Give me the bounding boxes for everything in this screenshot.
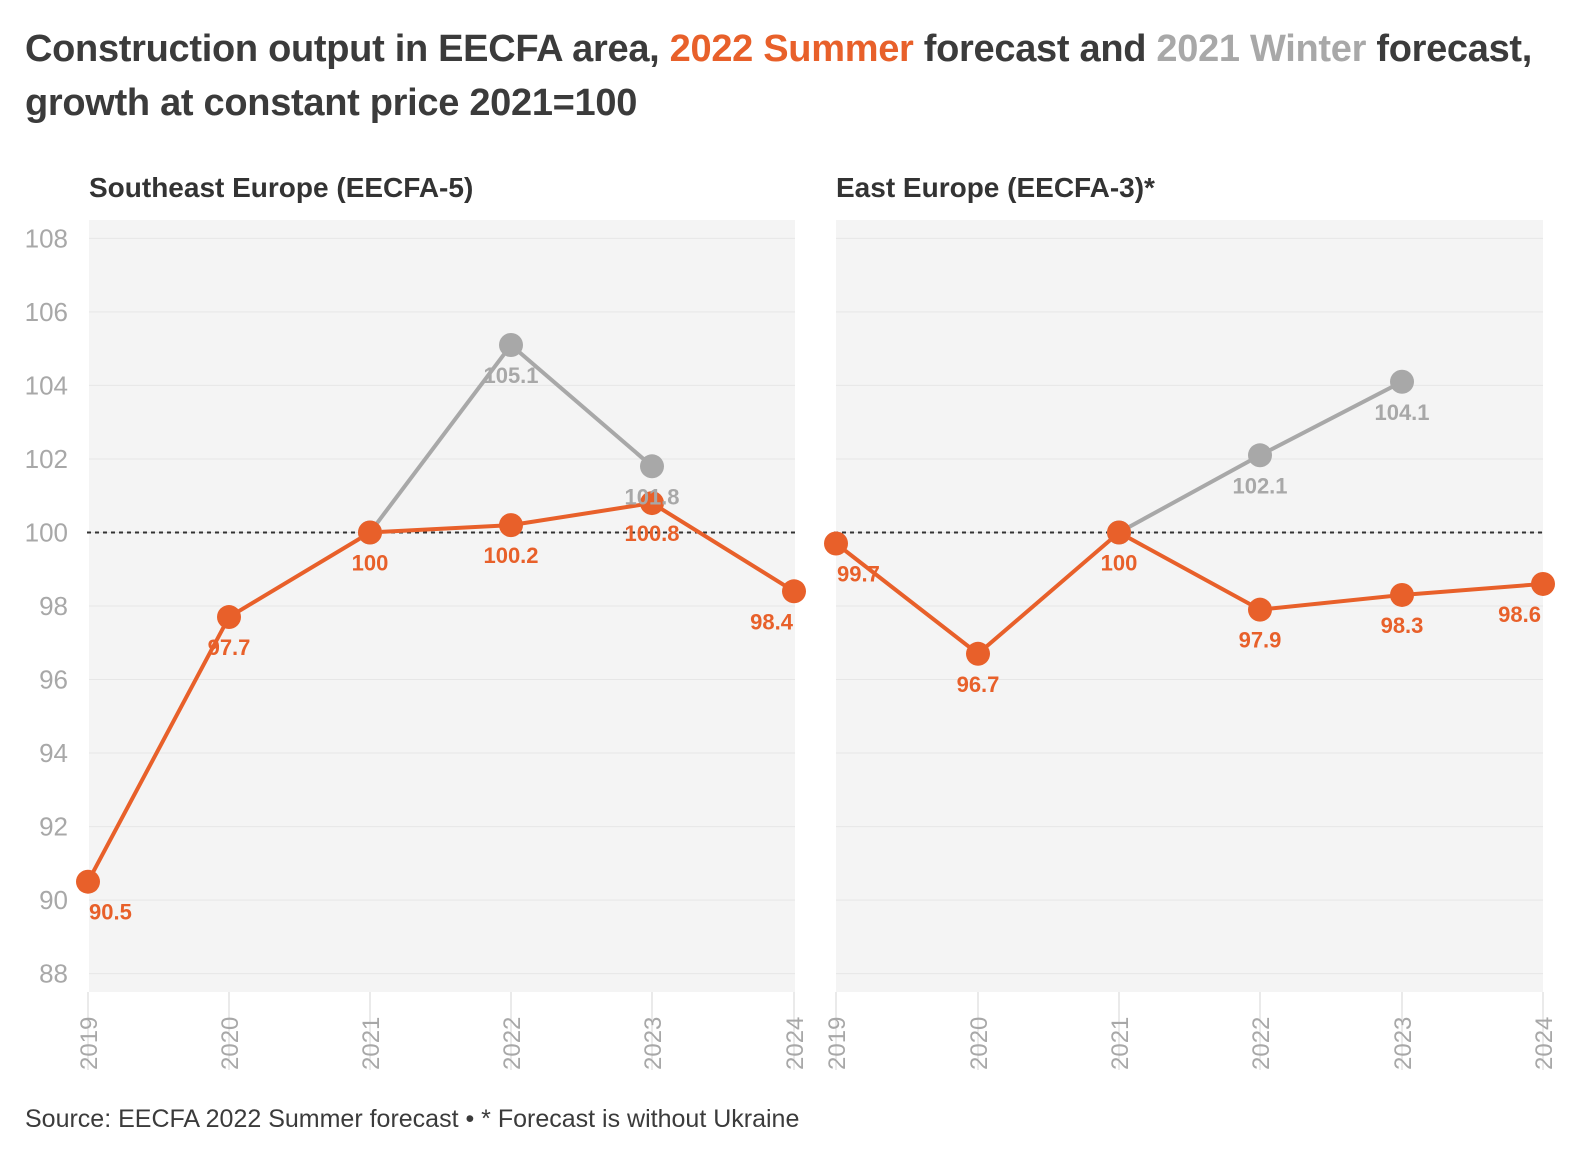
y-tick-label: 108 (25, 223, 68, 253)
title-part-3: forecast, growth at constant price 2021=… (25, 28, 1533, 124)
title-summer-highlight: 2022 Summer (669, 28, 914, 70)
title-part-2: forecast and (913, 28, 1157, 70)
data-point-summer (76, 869, 100, 894)
y-tick-label: 92 (39, 812, 68, 842)
series-line-summer (86, 501, 796, 883)
data-point-summer (217, 605, 241, 630)
x-tick-label: 2024 (782, 1017, 809, 1070)
data-point-winter (1248, 443, 1272, 468)
x-tick-label: 2021 (1107, 1017, 1134, 1070)
x-tick-label: 2020 (966, 1017, 993, 1070)
data-label-summer: 100 (352, 550, 389, 575)
x-tick-label: 2019 (76, 1017, 103, 1070)
data-label-summer: 97.9 (1239, 628, 1282, 653)
title-winter-highlight: 2021 Winter (1156, 28, 1367, 70)
data-label-summer: 98.4 (750, 609, 794, 634)
data-point-winter (1390, 369, 1414, 394)
x-tick-label: 2022 (499, 1017, 526, 1070)
panel-title: East Europe (EECFA-3)* (836, 172, 1155, 203)
x-tick-label: 2023 (1390, 1017, 1417, 1070)
chart-canvas: 88 90 92 94 96 98 100 102 104 106 108 Southeast Eur… (25, 172, 1558, 1070)
y-tick-label: 96 (39, 665, 68, 695)
data-point-winter (499, 332, 523, 357)
data-point-summer (824, 531, 848, 556)
data-label-summer: 98.3 (1381, 613, 1424, 638)
y-tick-label: 94 (39, 738, 68, 768)
data-label-summer: 100.2 (483, 543, 538, 568)
data-point-summer (966, 641, 990, 666)
data-point-summer (499, 513, 523, 538)
data-label-winter: 105.1 (483, 363, 538, 388)
data-label-summer: 96.7 (957, 672, 1000, 697)
x-tick-label: 2022 (1248, 1017, 1275, 1070)
data-point-summer (1390, 582, 1414, 607)
chart-title: Construction output in EECFA area, 2022 … (25, 22, 1575, 130)
data-label-winter: 102.1 (1232, 473, 1287, 498)
x-tick-label: 2020 (217, 1017, 244, 1070)
y-tick-label: 104 (25, 370, 68, 400)
x-tick-label: 2019 (824, 1017, 851, 1070)
x-tick-label: 2023 (640, 1017, 667, 1070)
data-point-summer (1248, 597, 1272, 622)
y-tick-label: 100 (25, 517, 68, 547)
source-note: Source: EECFA 2022 Summer forecast • * F… (25, 1105, 800, 1133)
y-tick-label: 88 (39, 959, 68, 989)
y-tick-label: 90 (39, 885, 68, 915)
data-point-summer (640, 491, 664, 516)
data-point-winter (640, 454, 664, 479)
panel-2: East Europe (EECFA-3)* 2019 2020 2021 2022 20… (824, 172, 1558, 1070)
y-tick-label: 98 (39, 591, 68, 621)
y-tick-label: 106 (25, 297, 68, 327)
data-point-summer (782, 579, 806, 604)
data-label-summer: 100.8 (624, 521, 679, 546)
data-point-summer (1531, 571, 1555, 596)
data-point-summer (1107, 520, 1131, 545)
data-label-summer: 99.7 (837, 562, 880, 587)
series-line-summer (834, 530, 1544, 656)
data-label-summer: 97.7 (208, 635, 251, 660)
data-label-summer: 90.5 (89, 900, 132, 925)
data-label-winter: 101.8 (624, 484, 679, 509)
data-label-winter: 104.1 (1374, 400, 1429, 425)
y-tick-label: 102 (25, 444, 68, 474)
title-part-1: Construction output in EECFA area, (25, 28, 670, 70)
panel-title: Southeast Europe (EECFA-5) (89, 172, 473, 203)
x-tick-label: 2021 (358, 1017, 385, 1070)
x-tick-label: 2024 (1531, 1017, 1558, 1070)
data-label-summer: 98.6 (1498, 602, 1541, 627)
data-point-summer (358, 520, 382, 545)
panel-1: Southeast Europe (EECFA-5) 2019 2020 2021 20… (76, 172, 809, 1070)
data-label-summer: 100 (1101, 550, 1138, 575)
